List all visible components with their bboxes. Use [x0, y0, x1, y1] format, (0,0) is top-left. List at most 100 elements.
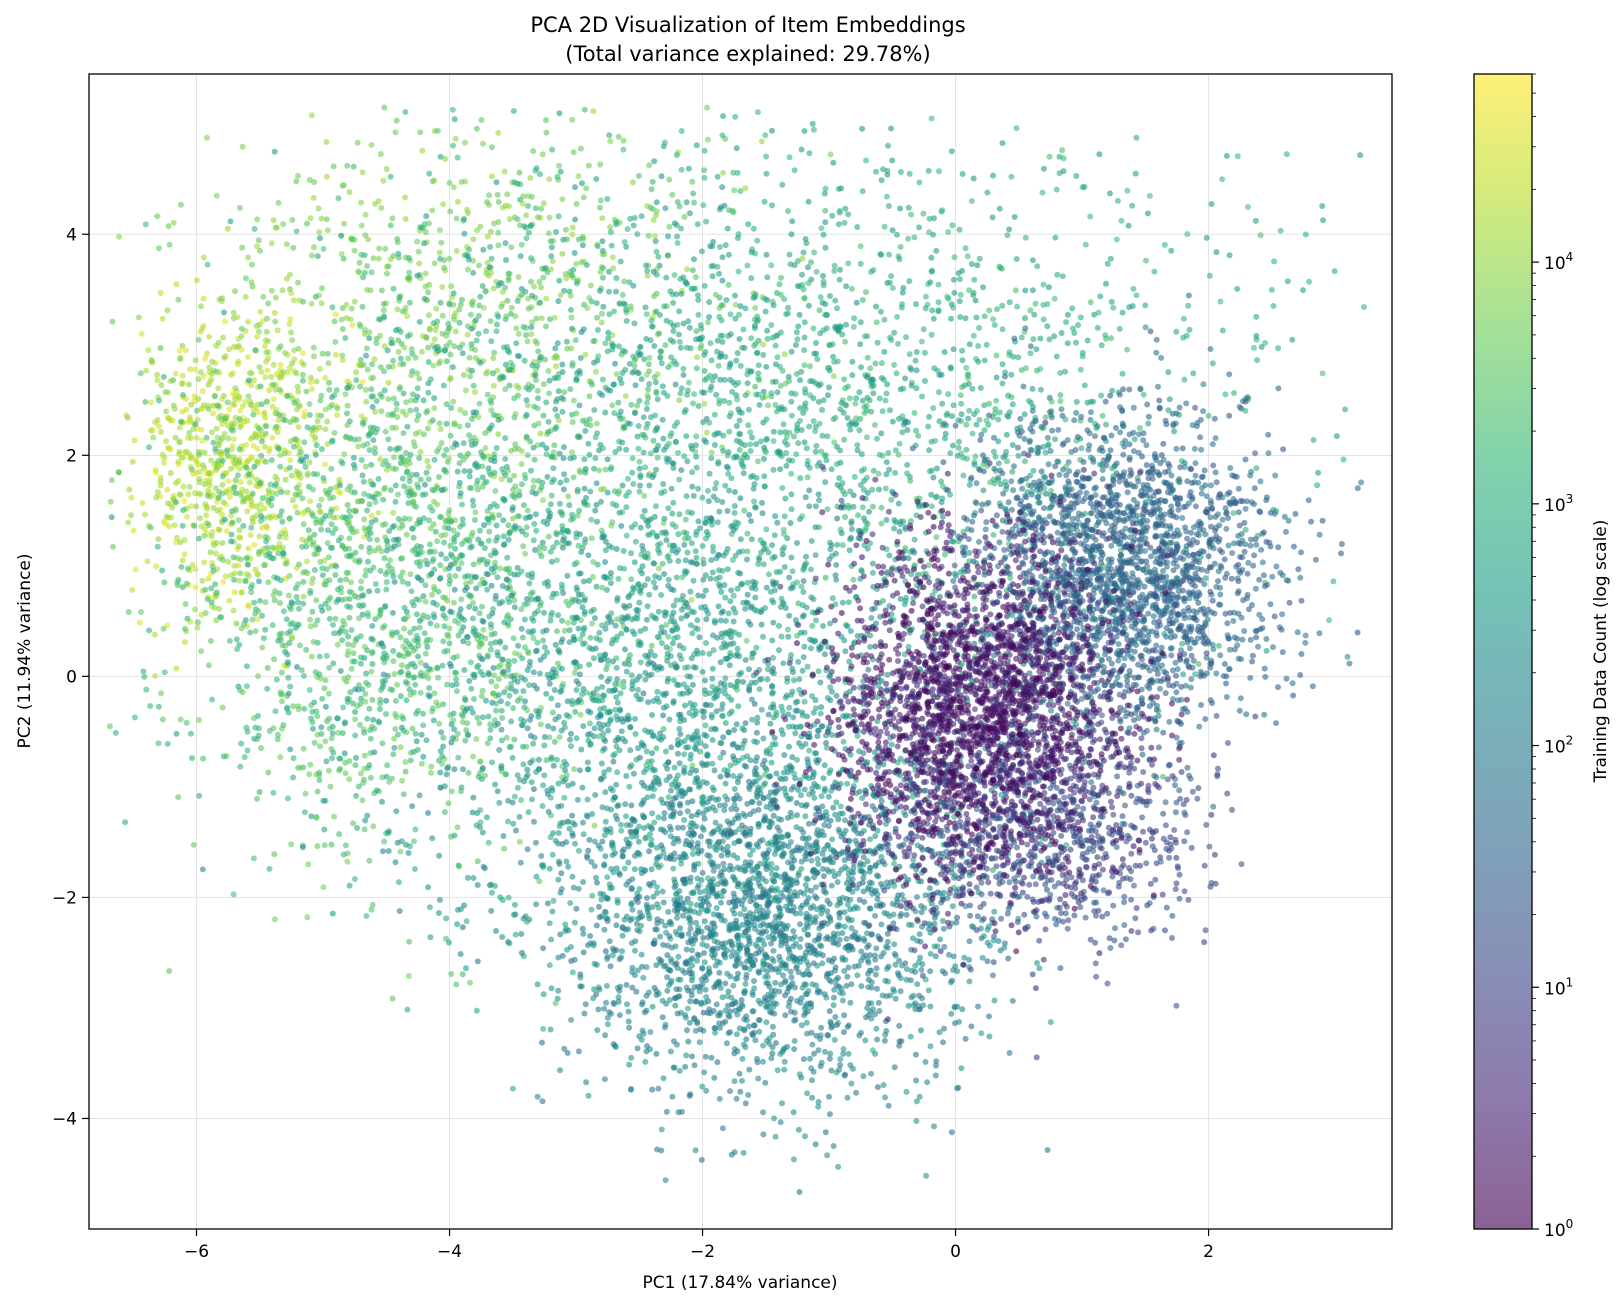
scatter-point	[372, 449, 378, 456]
scatter-point	[431, 456, 438, 463]
scatter-point	[276, 386, 283, 393]
scatter-point	[549, 258, 556, 265]
scatter-point	[248, 382, 255, 389]
scatter-point	[610, 752, 617, 759]
scatter-point	[426, 904, 433, 911]
scatter-point	[231, 401, 238, 408]
scatter-point	[226, 346, 233, 353]
scatter-point	[653, 745, 660, 752]
scatter-point	[338, 251, 345, 257]
scatter-point	[676, 511, 683, 518]
scatter-point	[476, 610, 483, 617]
scatter-point	[252, 606, 259, 613]
scatter-point	[248, 370, 255, 377]
scatter-point	[1319, 370, 1326, 377]
scatter-point	[765, 402, 771, 409]
scatter-point	[684, 387, 691, 394]
scatter-point	[592, 455, 599, 462]
scatter-point	[164, 486, 171, 493]
scatter-point	[508, 244, 515, 251]
scatter-point	[510, 515, 516, 522]
scatter-point	[324, 350, 331, 357]
scatter-point	[175, 794, 182, 801]
scatter-point	[390, 509, 397, 516]
scatter-point	[666, 223, 673, 230]
scatter-point	[566, 288, 573, 295]
scatter-point	[539, 151, 546, 158]
scatter-point	[820, 231, 827, 238]
scatter-point	[1034, 263, 1041, 270]
scatter-point	[357, 323, 364, 330]
scatter-point	[412, 546, 419, 552]
scatter-point	[402, 768, 409, 775]
scatter-point	[891, 329, 898, 336]
scatter-point	[945, 391, 952, 398]
scatter-point	[623, 504, 630, 511]
scatter-point	[363, 913, 370, 919]
scatter-point	[1033, 367, 1040, 374]
scatter-point	[182, 625, 188, 632]
scatter-point	[1244, 204, 1251, 210]
scatter-point	[495, 129, 502, 136]
scatter-point	[733, 357, 740, 364]
scatter-point	[503, 771, 510, 778]
scatter-point	[272, 294, 279, 301]
scatter-point	[514, 784, 521, 791]
scatter-point	[437, 562, 444, 569]
scatter-point	[300, 569, 307, 576]
scatter-point	[272, 386, 279, 393]
scatter-point	[215, 385, 222, 392]
scatter-point	[439, 753, 446, 760]
scatter-point	[306, 687, 313, 693]
scatter-point	[187, 435, 194, 441]
scatter-point	[203, 512, 210, 519]
scatter-point	[781, 513, 788, 520]
scatter-point	[851, 473, 858, 480]
scatter-point	[424, 636, 430, 643]
scatter-point	[228, 572, 235, 579]
scatter-point	[600, 264, 607, 271]
scatter-point	[1119, 370, 1126, 377]
scatter-point	[815, 668, 822, 675]
scatter-point	[434, 448, 441, 455]
scatter-point	[307, 761, 314, 768]
scatter-point	[474, 858, 481, 865]
scatter-point	[488, 255, 495, 262]
scatter-point	[425, 389, 432, 396]
scatter-point	[316, 671, 323, 678]
scatter-point	[513, 340, 520, 347]
scatter-point	[589, 574, 596, 580]
scatter-point	[713, 480, 720, 487]
scatter-point	[282, 560, 289, 567]
scatter-point	[314, 253, 321, 260]
scatter-point	[480, 140, 486, 147]
scatter-point	[592, 368, 599, 375]
scatter-point	[337, 766, 344, 772]
scatter-point	[587, 282, 594, 289]
scatter-point	[331, 318, 338, 325]
scatter-point	[251, 377, 257, 384]
scatter-point	[895, 340, 901, 347]
scatter-point	[571, 669, 578, 676]
scatter-point	[350, 642, 357, 649]
scatter-point	[221, 318, 228, 325]
scatter-point	[535, 395, 541, 402]
scatter-point	[499, 715, 506, 721]
scatter-point	[233, 620, 240, 627]
scatter-point	[1008, 173, 1015, 180]
scatter-point	[358, 222, 365, 229]
scatter-point	[295, 703, 302, 710]
scatter-point	[354, 825, 361, 831]
scatter-point	[179, 342, 186, 349]
scatter-point	[380, 177, 387, 184]
scatter-point	[556, 277, 563, 284]
scatter-point	[366, 762, 373, 769]
scatter-point	[450, 398, 457, 405]
scatter-point	[758, 138, 765, 145]
scatter-point	[471, 517, 478, 523]
scatter-point	[375, 509, 382, 516]
scatter-point	[192, 357, 199, 364]
scatter-point	[417, 224, 424, 231]
scatter-point	[282, 349, 288, 356]
scatter-point	[177, 539, 184, 546]
